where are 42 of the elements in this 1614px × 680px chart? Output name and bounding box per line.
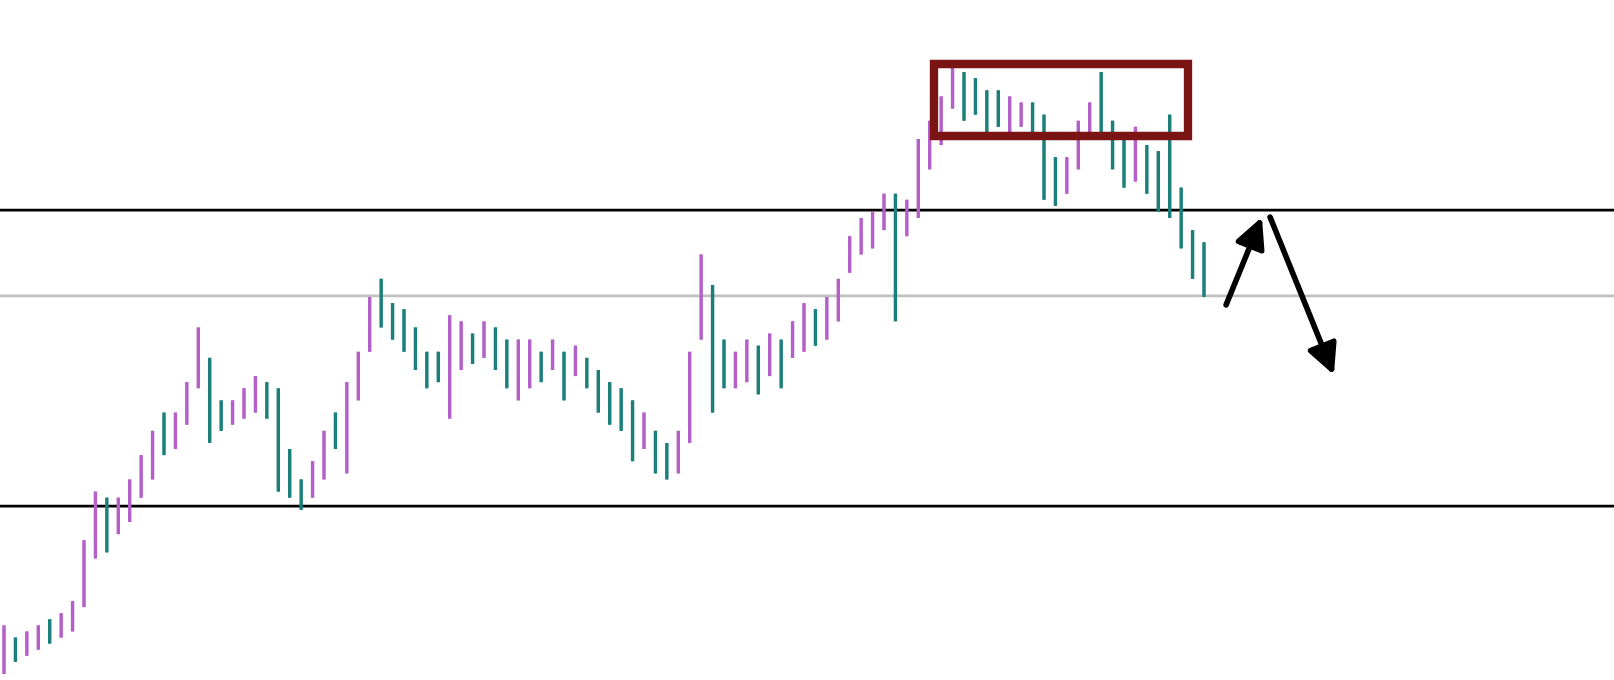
candlestick [859, 216, 863, 256]
candlestick [973, 77, 978, 116]
candlestick [1042, 113, 1046, 201]
candlestick [48, 618, 52, 645]
candlestick [562, 350, 566, 402]
candlestick [310, 460, 315, 499]
candlestick [1065, 156, 1069, 195]
candlestick [813, 308, 818, 347]
candlestick [139, 454, 143, 499]
candlestick [265, 381, 269, 420]
candlestick [402, 308, 406, 353]
candlestick [59, 612, 63, 639]
candlestick [13, 636, 18, 663]
candlestick [413, 326, 418, 372]
candlestick [219, 399, 223, 432]
candlestick [985, 89, 989, 134]
candlestick [185, 381, 189, 426]
candlestick [253, 374, 258, 414]
candlestick [1202, 241, 1206, 299]
candlestick [162, 411, 166, 457]
candlestick [390, 302, 395, 341]
candlestick [1008, 95, 1012, 134]
candlestick [848, 235, 852, 274]
candlestick [128, 478, 132, 524]
candlestick [608, 381, 612, 426]
candlestick [25, 630, 29, 657]
candlestick [962, 70, 966, 122]
candlestick [493, 326, 498, 372]
candlestick [230, 399, 235, 426]
candlestick [1019, 101, 1023, 128]
candlestick [470, 332, 475, 366]
candlestick [825, 295, 829, 341]
candlestick [36, 624, 40, 651]
candlestick [619, 387, 623, 432]
candlestick [790, 320, 795, 359]
candlestick [950, 64, 955, 110]
candlestick [596, 368, 600, 414]
candlestick [299, 478, 303, 511]
candlestick [1122, 137, 1126, 189]
candlestick [996, 89, 1000, 128]
candlestick [722, 338, 726, 390]
candlestick [70, 599, 75, 633]
